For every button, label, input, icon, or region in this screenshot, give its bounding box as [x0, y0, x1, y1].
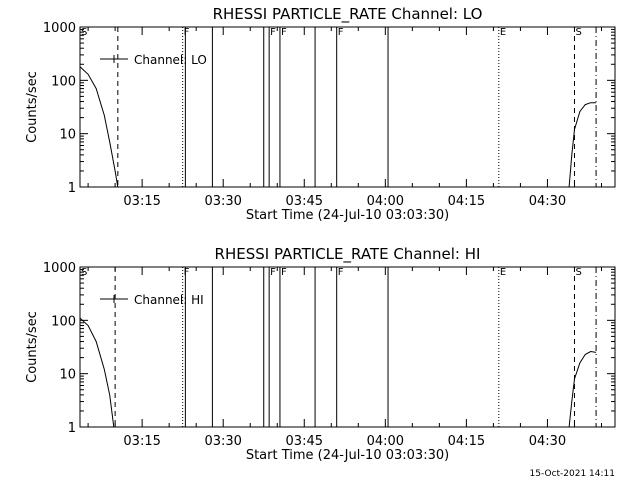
chart-panel-hi: RHESSI PARTICLE_RATE Channel: HIS F F F F E S1…: [25, 245, 616, 463]
event-label: F: [281, 267, 287, 278]
y-tick-label: 1: [68, 421, 76, 436]
legend-label: Channel: LO: [134, 53, 207, 67]
x-tick-label: 04:15: [448, 434, 485, 449]
x-tick-label: 04:30: [529, 434, 566, 449]
plot-frame: [79, 26, 616, 188]
event-label: F: [270, 267, 276, 278]
chart-panel-lo: RHESSI PARTICLE_RATE Channel: LOS F F F F E S1…: [25, 5, 616, 223]
series-line: [568, 350, 597, 428]
x-axis-label: Start Time (24-Jul-10 03:03:30): [246, 448, 449, 463]
x-tick-label: 04:00: [367, 434, 404, 449]
x-tick-label: 03:30: [204, 434, 241, 449]
y-tick-label: 10: [59, 128, 76, 143]
y-tick-label: 1000: [43, 21, 76, 36]
y-tick-label: 100: [51, 74, 76, 89]
x-axis-label: Start Time (24-Jul-10 03:03:30): [246, 208, 449, 223]
y-tick-label: 10: [59, 368, 76, 383]
y-axis-label: Counts/sec: [25, 311, 40, 383]
event-label: S: [81, 27, 87, 38]
series-line: [79, 317, 115, 428]
x-tick-label: 03:30: [204, 194, 241, 209]
chart-title: RHESSI PARTICLE_RATE Channel: LO: [213, 5, 483, 24]
y-tick-label: 100: [51, 314, 76, 329]
x-tick-label: 04:30: [529, 194, 566, 209]
event-label: F: [338, 267, 344, 278]
x-tick-label: 03:45: [286, 194, 323, 209]
series-line: [79, 66, 119, 188]
event-label: E: [500, 267, 506, 278]
event-label: E: [500, 27, 506, 38]
legend-label: Channel: HI: [134, 293, 204, 307]
x-tick-label: 04:00: [367, 194, 404, 209]
event-label: F: [184, 267, 190, 278]
event-label: F: [270, 27, 276, 38]
x-tick-label: 03:45: [286, 434, 323, 449]
y-tick-label: 1000: [43, 261, 76, 276]
event-label: S: [81, 267, 87, 278]
event-label: F: [281, 27, 287, 38]
event-label: S: [575, 27, 581, 38]
series-line: [568, 102, 597, 188]
y-tick-label: 1: [68, 181, 76, 196]
event-label: F: [184, 27, 190, 38]
event-label: S: [575, 267, 581, 278]
y-axis-label: Counts/sec: [25, 71, 40, 143]
x-tick-label: 04:15: [448, 194, 485, 209]
event-label: F: [338, 27, 344, 38]
x-tick-label: 03:15: [123, 434, 160, 449]
date-stamp: 15-Oct-2021 14:11: [530, 469, 615, 479]
x-tick-label: 03:15: [123, 194, 160, 209]
chart-title: RHESSI PARTICLE_RATE Channel: HI: [215, 245, 481, 264]
plot-frame: [79, 266, 616, 428]
